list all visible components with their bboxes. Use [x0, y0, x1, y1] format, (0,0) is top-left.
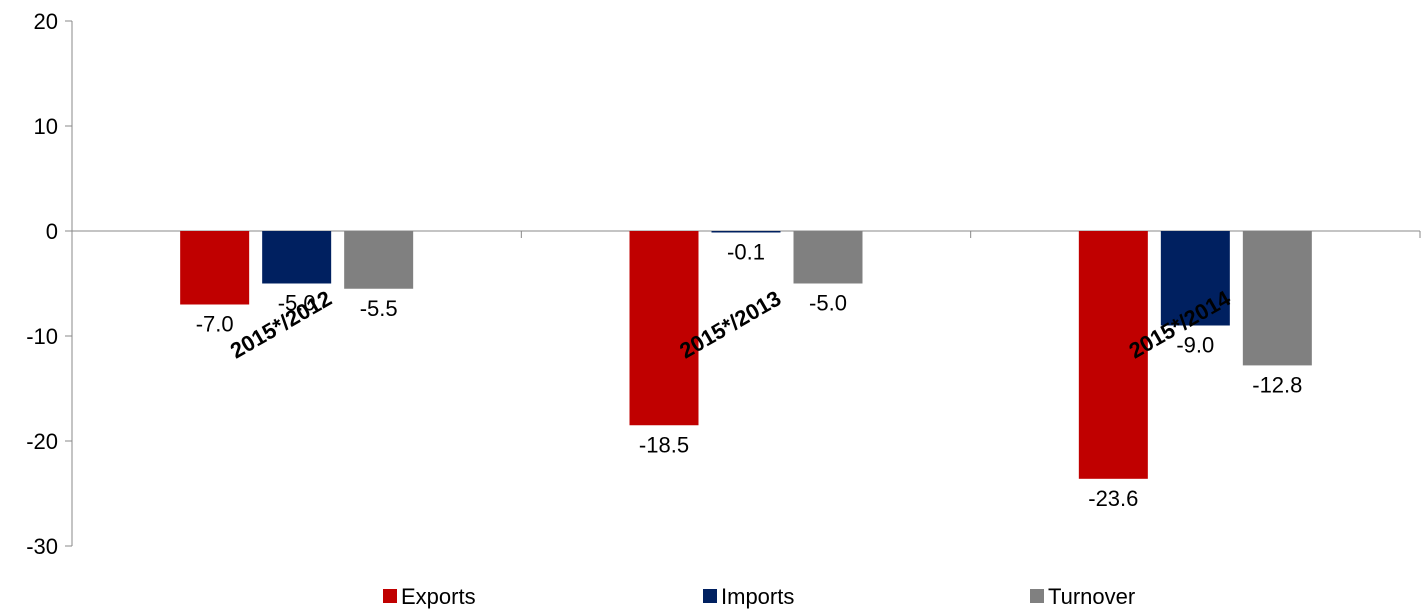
y-tick-label: -10	[26, 324, 58, 349]
legend-item-exports: Exports	[383, 584, 476, 609]
y-tick-label: 20	[34, 9, 58, 34]
legend-item-imports: Imports	[703, 584, 794, 609]
bar-imports	[711, 231, 781, 233]
data-labels: -7.0 -5.0 -5.5 -18.5 -0.1 -5.0 -23.6 -9.0 -12.8	[196, 240, 1303, 511]
legend-label: Exports	[401, 584, 476, 609]
data-label-turnover: -5.5	[360, 296, 398, 321]
data-label-imports: -5.0	[278, 291, 316, 316]
data-label-turnover: -5.0	[809, 291, 847, 316]
bar-turnover	[344, 231, 414, 289]
legend-swatch	[1030, 589, 1044, 603]
bar-exports	[1078, 231, 1148, 479]
legend-swatch	[703, 589, 717, 603]
data-label-exports: -23.6	[1088, 486, 1138, 511]
data-label-imports: -0.1	[727, 240, 765, 265]
bar-turnover	[793, 231, 863, 284]
y-tick-label: 0	[46, 219, 58, 244]
legend: Exports Imports Turnover	[383, 584, 1135, 609]
y-tick-label: -30	[26, 534, 58, 559]
bar-turnover	[1242, 231, 1312, 366]
y-axis: 20 10 0 -10 -20 -30	[26, 9, 73, 559]
y-tick-label: 10	[34, 114, 58, 139]
legend-label: Imports	[721, 584, 794, 609]
data-label-exports: -18.5	[639, 432, 689, 457]
legend-item-turnover: Turnover	[1030, 584, 1135, 609]
data-label-imports: -9.0	[1176, 333, 1214, 358]
bar-imports	[262, 231, 332, 284]
y-tick-label: -20	[26, 429, 58, 454]
legend-label: Turnover	[1048, 584, 1135, 609]
bar-imports	[1160, 231, 1230, 326]
bar-exports	[180, 231, 250, 305]
bar-exports	[629, 231, 699, 426]
data-label-exports: -7.0	[196, 312, 234, 337]
bars	[180, 231, 1312, 479]
legend-swatch	[383, 589, 397, 603]
data-label-turnover: -12.8	[1252, 372, 1302, 397]
